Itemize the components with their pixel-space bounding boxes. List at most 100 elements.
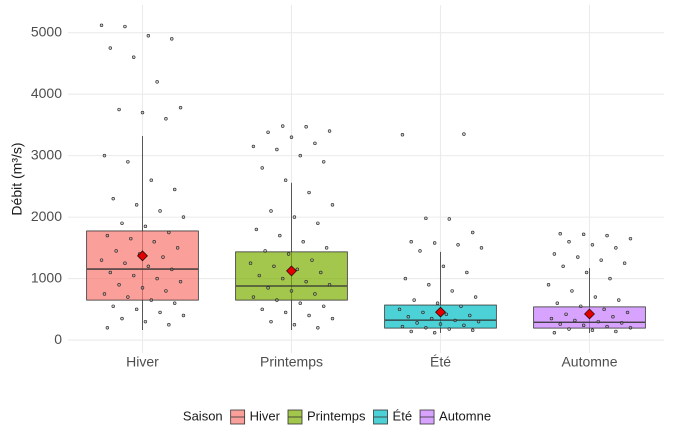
data-point [178, 279, 183, 284]
data-point [126, 160, 130, 164]
legend-label: Été [393, 408, 413, 423]
data-point [117, 107, 121, 112]
data-point [625, 310, 630, 315]
data-point [400, 133, 405, 137]
data-point [605, 324, 609, 329]
data-point [438, 322, 443, 326]
data-point [292, 215, 297, 219]
data-point [260, 307, 264, 312]
data-point [248, 261, 253, 265]
data-point [330, 203, 335, 207]
data-point [158, 310, 162, 315]
data-point [319, 270, 323, 275]
plot-area [68, 5, 664, 353]
data-point [605, 233, 609, 238]
data-point [430, 316, 434, 321]
data-point [99, 23, 104, 27]
data-point [269, 209, 273, 213]
data-point [132, 273, 136, 278]
mean-marker [584, 308, 595, 320]
data-point [579, 304, 583, 308]
data-point [321, 160, 326, 164]
data-point [99, 258, 104, 262]
data-point [573, 318, 577, 323]
data-point [470, 328, 475, 332]
data-point [286, 252, 291, 256]
data-point [143, 319, 148, 324]
data-point [146, 34, 151, 38]
data-point [298, 301, 302, 305]
data-point [275, 147, 279, 152]
mean-marker [286, 265, 297, 277]
x-tick-label: Automne [561, 354, 617, 370]
data-point [412, 298, 416, 302]
data-point [140, 110, 145, 115]
data-point [278, 233, 282, 238]
data-point [427, 283, 431, 287]
data-point [590, 328, 595, 332]
data-point [129, 236, 133, 241]
data-point [450, 289, 454, 293]
data-point [143, 224, 148, 229]
data-point [608, 276, 612, 281]
data-point [254, 227, 259, 232]
data-point [570, 289, 574, 293]
data-point [479, 246, 484, 250]
data-point [149, 298, 153, 302]
data-point [281, 276, 285, 281]
data-point [424, 326, 428, 330]
data-point [313, 292, 317, 296]
y-tick-label: 4000 [31, 85, 62, 101]
data-point [289, 289, 294, 293]
data-point [476, 319, 481, 324]
data-point [178, 105, 183, 110]
x-tick-label: Hiver [126, 354, 159, 370]
data-point [140, 286, 145, 290]
y-tick-label: 5000 [31, 23, 62, 39]
data-point [596, 319, 600, 324]
data-point [102, 153, 107, 158]
data-point [111, 196, 115, 201]
data-point [418, 249, 422, 253]
box [86, 230, 199, 301]
data-point [175, 246, 180, 250]
data-point [105, 326, 110, 330]
data-point [590, 243, 595, 247]
data-point [164, 117, 168, 121]
x-tick-label: Été [430, 354, 451, 370]
data-point [614, 246, 618, 250]
data-point [170, 37, 174, 41]
data-point [307, 313, 311, 318]
data-point [622, 261, 627, 265]
box-group [384, 132, 497, 335]
data-point [257, 273, 262, 278]
data-point [611, 315, 615, 319]
data-point [316, 326, 320, 330]
data-point [149, 178, 153, 182]
data-point [397, 307, 402, 312]
data-point [170, 267, 174, 272]
data-point [546, 283, 551, 287]
data-point [134, 203, 139, 207]
data-point [330, 316, 335, 321]
data-point [251, 144, 256, 149]
data-point [152, 240, 156, 244]
data-point [549, 316, 554, 321]
data-point [327, 283, 332, 287]
data-point [123, 261, 127, 265]
data-point [269, 319, 273, 324]
data-point [619, 321, 624, 325]
data-point [465, 270, 469, 275]
data-point [120, 316, 124, 321]
data-point [581, 232, 586, 237]
data-point [564, 312, 568, 316]
data-point [324, 246, 329, 250]
data-point [470, 230, 475, 235]
data-point [581, 323, 586, 328]
data-point [552, 252, 557, 256]
data-point [561, 264, 565, 269]
data-point [555, 301, 560, 305]
data-point [260, 166, 264, 170]
mean-marker [435, 306, 446, 318]
